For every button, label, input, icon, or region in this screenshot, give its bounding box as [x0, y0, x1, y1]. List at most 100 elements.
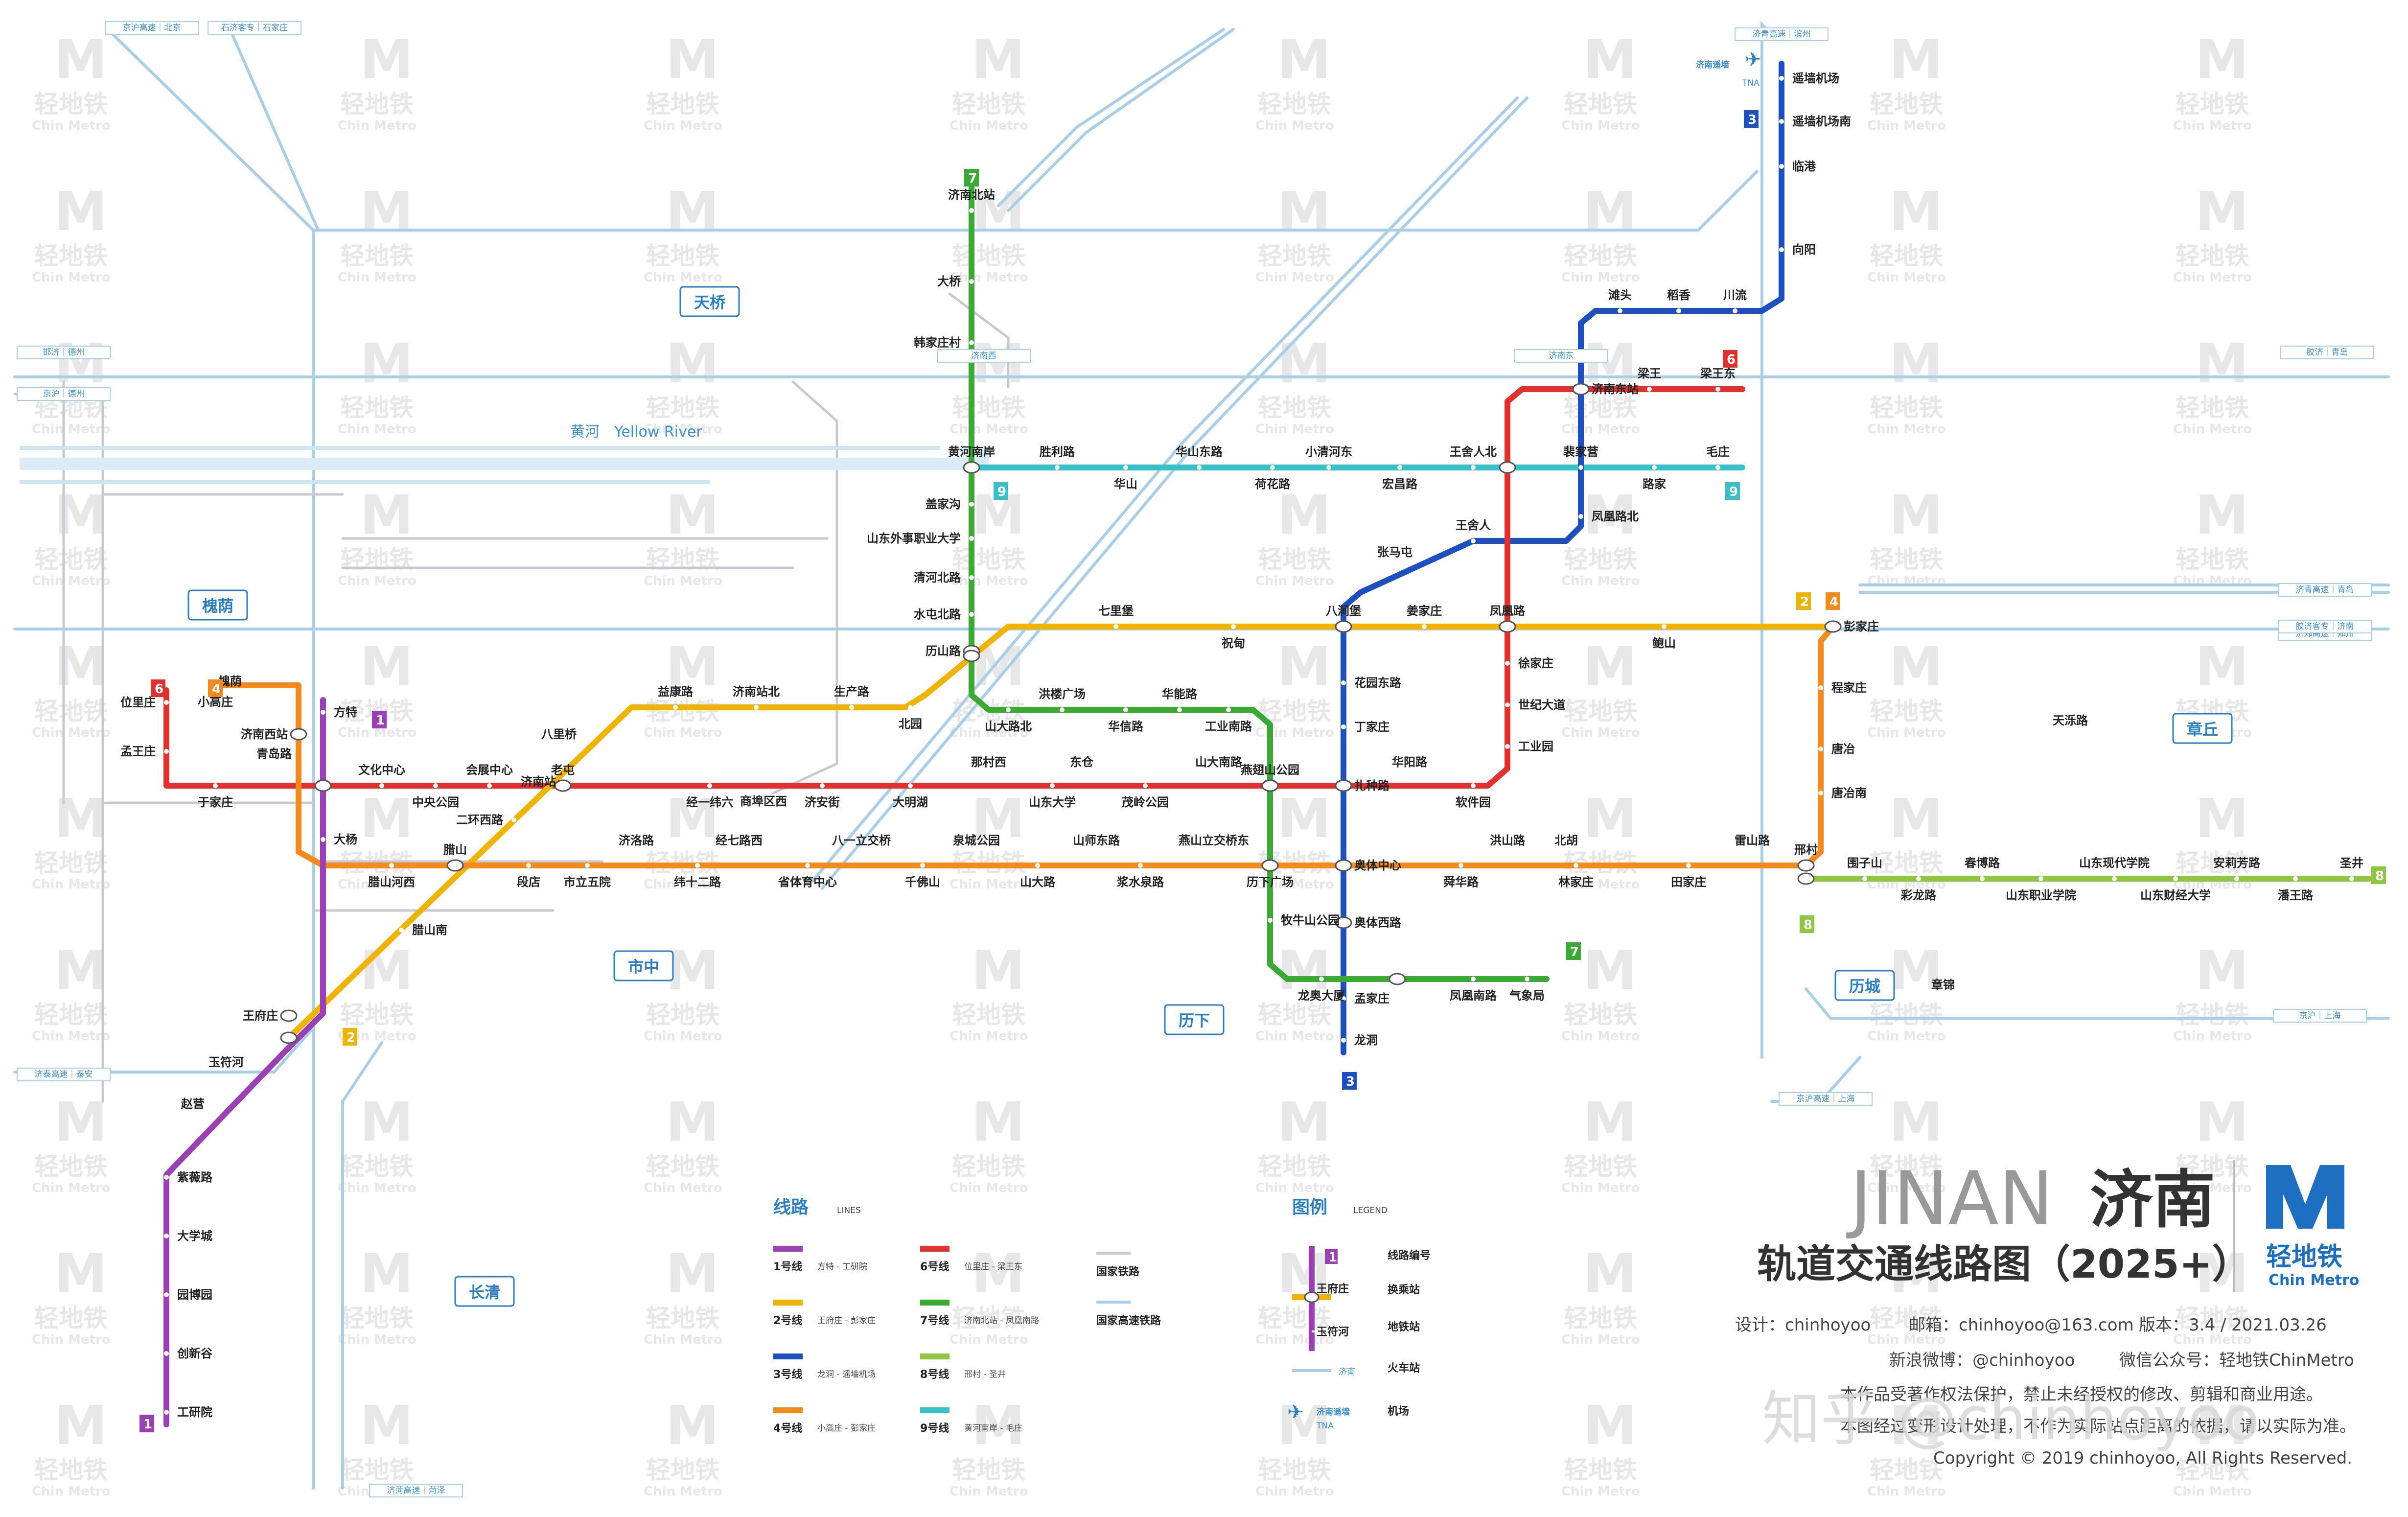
station-label[interactable]: 纬十二路: [674, 875, 721, 889]
station-label[interactable]: 山师东路: [1073, 834, 1120, 847]
station-label[interactable]: 华信路: [1108, 720, 1144, 733]
station-label[interactable]: 凤凰南路: [1450, 989, 1497, 1003]
station-label[interactable]: 唐冶: [1831, 742, 1855, 756]
station-label[interactable]: 工业南路: [1205, 720, 1252, 733]
transfer-station-marker[interactable]: [446, 859, 464, 872]
station-marker[interactable]: [1177, 707, 1182, 712]
station-marker[interactable]: [2173, 876, 2178, 881]
station-marker[interactable]: [164, 1175, 169, 1180]
station-marker[interactable]: [213, 1101, 218, 1106]
station-marker[interactable]: [164, 700, 169, 705]
station-label[interactable]: 气象局: [1509, 989, 1545, 1003]
station-label[interactable]: 千佛山: [905, 875, 940, 889]
station-label[interactable]: 临港: [1792, 160, 1816, 173]
station-marker[interactable]: [969, 279, 974, 284]
station-label[interactable]: 奥体西路: [1354, 916, 1402, 930]
station-label[interactable]: 裴家营: [1563, 445, 1598, 459]
station-label[interactable]: 洪山路: [1490, 834, 1526, 847]
station-label[interactable]: 茂岭公园: [1122, 795, 1169, 809]
station-label[interactable]: 创新谷: [177, 1347, 213, 1360]
transfer-station-marker[interactable]: [1499, 620, 1516, 633]
station-label[interactable]: 龙奥大厦: [1298, 989, 1345, 1003]
transfer-station-marker[interactable]: [1335, 916, 1352, 929]
station-marker[interactable]: [1471, 538, 1476, 543]
station-marker[interactable]: [1525, 977, 1529, 981]
station-label[interactable]: 华能路: [1162, 687, 1198, 701]
station-label[interactable]: 益康路: [658, 685, 694, 699]
station-marker[interactable]: [1779, 76, 1784, 81]
station-label[interactable]: 济安街: [805, 795, 840, 809]
station-marker[interactable]: [433, 783, 438, 788]
station-marker[interactable]: [321, 710, 325, 715]
station-label[interactable]: 腊山南: [412, 923, 447, 937]
station-marker[interactable]: [399, 928, 404, 933]
station-label[interactable]: 大学城: [177, 1229, 212, 1243]
station-label[interactable]: 滩头: [1608, 288, 1632, 302]
station-marker[interactable]: [849, 705, 854, 710]
transfer-station-marker[interactable]: [1261, 859, 1279, 872]
station-marker[interactable]: [164, 1410, 169, 1415]
station-label[interactable]: 韩家庄村: [914, 336, 961, 350]
station-label[interactable]: 世纪大道: [1518, 698, 1565, 712]
station-label[interactable]: 稻香: [1667, 288, 1691, 302]
station-label[interactable]: 燕翅山公园: [1241, 763, 1299, 777]
station-label[interactable]: 安莉芳路: [2213, 856, 2261, 870]
station-marker[interactable]: [1035, 863, 1040, 868]
station-label[interactable]: 文化中心: [358, 763, 405, 777]
station-label[interactable]: 唐冶南: [1831, 786, 1867, 800]
station-label[interactable]: 园博园: [177, 1288, 212, 1302]
station-marker[interactable]: [1505, 661, 1510, 666]
station-label[interactable]: 孟王庄: [120, 745, 156, 758]
station-marker[interactable]: [321, 837, 325, 842]
station-label[interactable]: 凤凰路: [1490, 604, 1526, 618]
station-label[interactable]: 花园东路: [1354, 676, 1402, 690]
station-label[interactable]: 舜华路: [1443, 875, 1479, 889]
station-label[interactable]: 凤凰路北: [1592, 510, 1639, 523]
station-marker[interactable]: [1270, 465, 1275, 470]
station-marker[interactable]: [252, 1060, 257, 1065]
station-marker[interactable]: [164, 1234, 169, 1238]
station-label[interactable]: 川流: [1723, 288, 1747, 302]
station-label[interactable]: 腊山河西: [368, 875, 415, 889]
station-marker[interactable]: [1652, 465, 1657, 470]
station-label[interactable]: 八里桥: [541, 727, 577, 741]
transfer-station-marker[interactable]: [1261, 779, 1279, 792]
station-label[interactable]: 山东外事职业大学: [867, 532, 961, 545]
station-marker[interactable]: [1341, 996, 1346, 1001]
station-label[interactable]: 彩龙路: [1900, 888, 1937, 902]
station-label[interactable]: 济洛路: [619, 834, 654, 847]
station-label[interactable]: 小清河东: [1305, 445, 1352, 459]
station-marker[interactable]: [1268, 918, 1273, 923]
station-label[interactable]: 盖家沟: [926, 497, 961, 511]
station-marker[interactable]: [1113, 624, 1118, 629]
transfer-station-marker[interactable]: [554, 779, 572, 792]
station-label[interactable]: 山东财经大学: [2140, 888, 2211, 902]
station-label[interactable]: 雷山路: [1735, 834, 1770, 847]
station-marker[interactable]: [1779, 247, 1784, 252]
station-marker[interactable]: [920, 863, 925, 868]
transfer-station-marker[interactable]: [1335, 779, 1352, 792]
station-marker[interactable]: [1715, 465, 1720, 470]
station-marker[interactable]: [1980, 876, 1985, 881]
station-marker[interactable]: [1647, 387, 1652, 392]
station-label[interactable]: 紫薇路: [177, 1170, 213, 1184]
station-label[interactable]: 黄河南岸: [948, 445, 995, 459]
station-label[interactable]: 王舍人北: [1450, 445, 1497, 459]
station-label[interactable]: 路家: [1643, 477, 1666, 491]
station-label[interactable]: 山大南路: [1195, 755, 1243, 769]
station-marker[interactable]: [969, 340, 974, 345]
transfer-station-marker[interactable]: [1572, 383, 1590, 396]
station-marker[interactable]: [1471, 783, 1476, 788]
station-marker[interactable]: [1123, 465, 1128, 470]
station-marker[interactable]: [969, 612, 974, 617]
transfer-station-marker[interactable]: [1389, 973, 1406, 985]
station-label[interactable]: 济南西站: [241, 727, 288, 741]
station-label[interactable]: 荷花路: [1255, 477, 1291, 491]
station-label[interactable]: 商埠区西: [740, 794, 787, 808]
station-marker[interactable]: [1341, 1038, 1346, 1043]
station-marker[interactable]: [673, 705, 678, 710]
station-marker[interactable]: [1862, 876, 1867, 881]
station-label[interactable]: 牧牛山公园: [1281, 913, 1340, 927]
station-marker[interactable]: [695, 863, 700, 868]
station-label[interactable]: 小高庄: [198, 695, 233, 709]
